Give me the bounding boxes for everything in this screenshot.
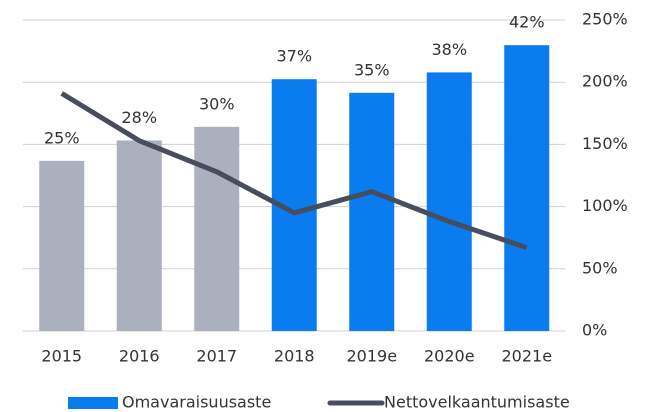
bar: [349, 92, 395, 331]
data-label: 25%: [44, 128, 80, 147]
x-tick-label: 2017: [196, 347, 237, 366]
legend-label: Nettovelkaantumisaste: [384, 393, 570, 412]
data-label: 37%: [276, 47, 312, 66]
bar: [426, 72, 472, 331]
x-tick-label: 2016: [119, 347, 160, 366]
data-label: 28%: [121, 108, 157, 127]
bar: [194, 126, 240, 331]
y2-tick-label: 100%: [582, 196, 628, 215]
bar: [116, 140, 162, 331]
y2-tick-label: 250%: [582, 10, 628, 29]
data-label: 35%: [354, 60, 390, 79]
legend-label: Omavaraisuusaste: [122, 393, 271, 412]
x-tick-label: 2015: [41, 347, 82, 366]
x-tick-label: 2021e: [501, 347, 552, 366]
x-tick-label: 2019e: [346, 347, 397, 366]
y2-tick-label: 200%: [582, 72, 628, 91]
legend-swatch: [68, 397, 118, 409]
data-label: 42%: [509, 13, 545, 32]
line: [60, 91, 528, 251]
x-tick-label: 2018: [274, 347, 315, 366]
y2-tick-label: 150%: [582, 134, 628, 153]
x-tick-label: 2020e: [424, 347, 475, 366]
data-label: 30%: [199, 94, 235, 113]
y2-tick-label: 0%: [582, 321, 607, 340]
y2-tick-label: 50%: [582, 258, 618, 277]
bar: [504, 45, 550, 331]
data-label: 38%: [431, 40, 467, 59]
bar: [39, 160, 85, 331]
